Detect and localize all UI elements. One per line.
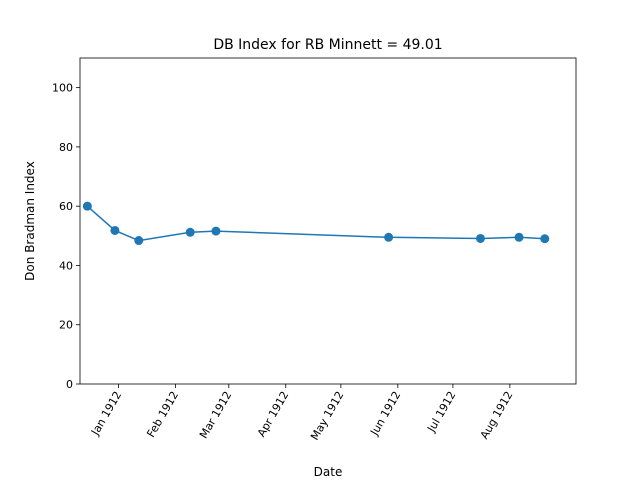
- axes-frame: [79, 57, 577, 385]
- x-tick-label: Feb 1912: [144, 389, 181, 440]
- data-point: [110, 225, 120, 235]
- x-tick-label: Jun 1912: [367, 389, 403, 439]
- data-point: [514, 232, 524, 242]
- data-point: [384, 232, 394, 242]
- y-tick-label: 0: [66, 378, 73, 391]
- y-axis-label: Don Bradman Index: [23, 161, 37, 281]
- data-point: [540, 234, 550, 244]
- chart-title: DB Index for RB Minnett = 49.01: [213, 37, 442, 53]
- x-tick-label: Apr 1912: [255, 389, 292, 439]
- y-tick-label: 80: [59, 141, 73, 154]
- x-tick-label: Mar 1912: [197, 389, 234, 441]
- x-tick-label: Aug 1912: [478, 389, 516, 441]
- data-point: [185, 227, 195, 237]
- x-tick-label: May 1912: [308, 389, 346, 442]
- data-point: [475, 233, 485, 243]
- y-tick-label: 20: [59, 319, 73, 332]
- y-tick-label: 60: [59, 200, 73, 213]
- x-tick-label: Jan 1912: [88, 389, 124, 438]
- x-axis-label: Date: [314, 465, 343, 479]
- series-line: [86, 205, 545, 242]
- data-point: [82, 201, 92, 211]
- y-tick-label: 40: [59, 259, 73, 272]
- data-point: [211, 226, 221, 236]
- data-point: [134, 236, 144, 246]
- y-tick-label: 100: [52, 82, 73, 95]
- plot-area: 0 20 40 60 80 100 Jan 1912 Feb 1912 Mar 1912 Apr …: [52, 57, 577, 442]
- x-tick-label: Jul 1912: [424, 389, 458, 435]
